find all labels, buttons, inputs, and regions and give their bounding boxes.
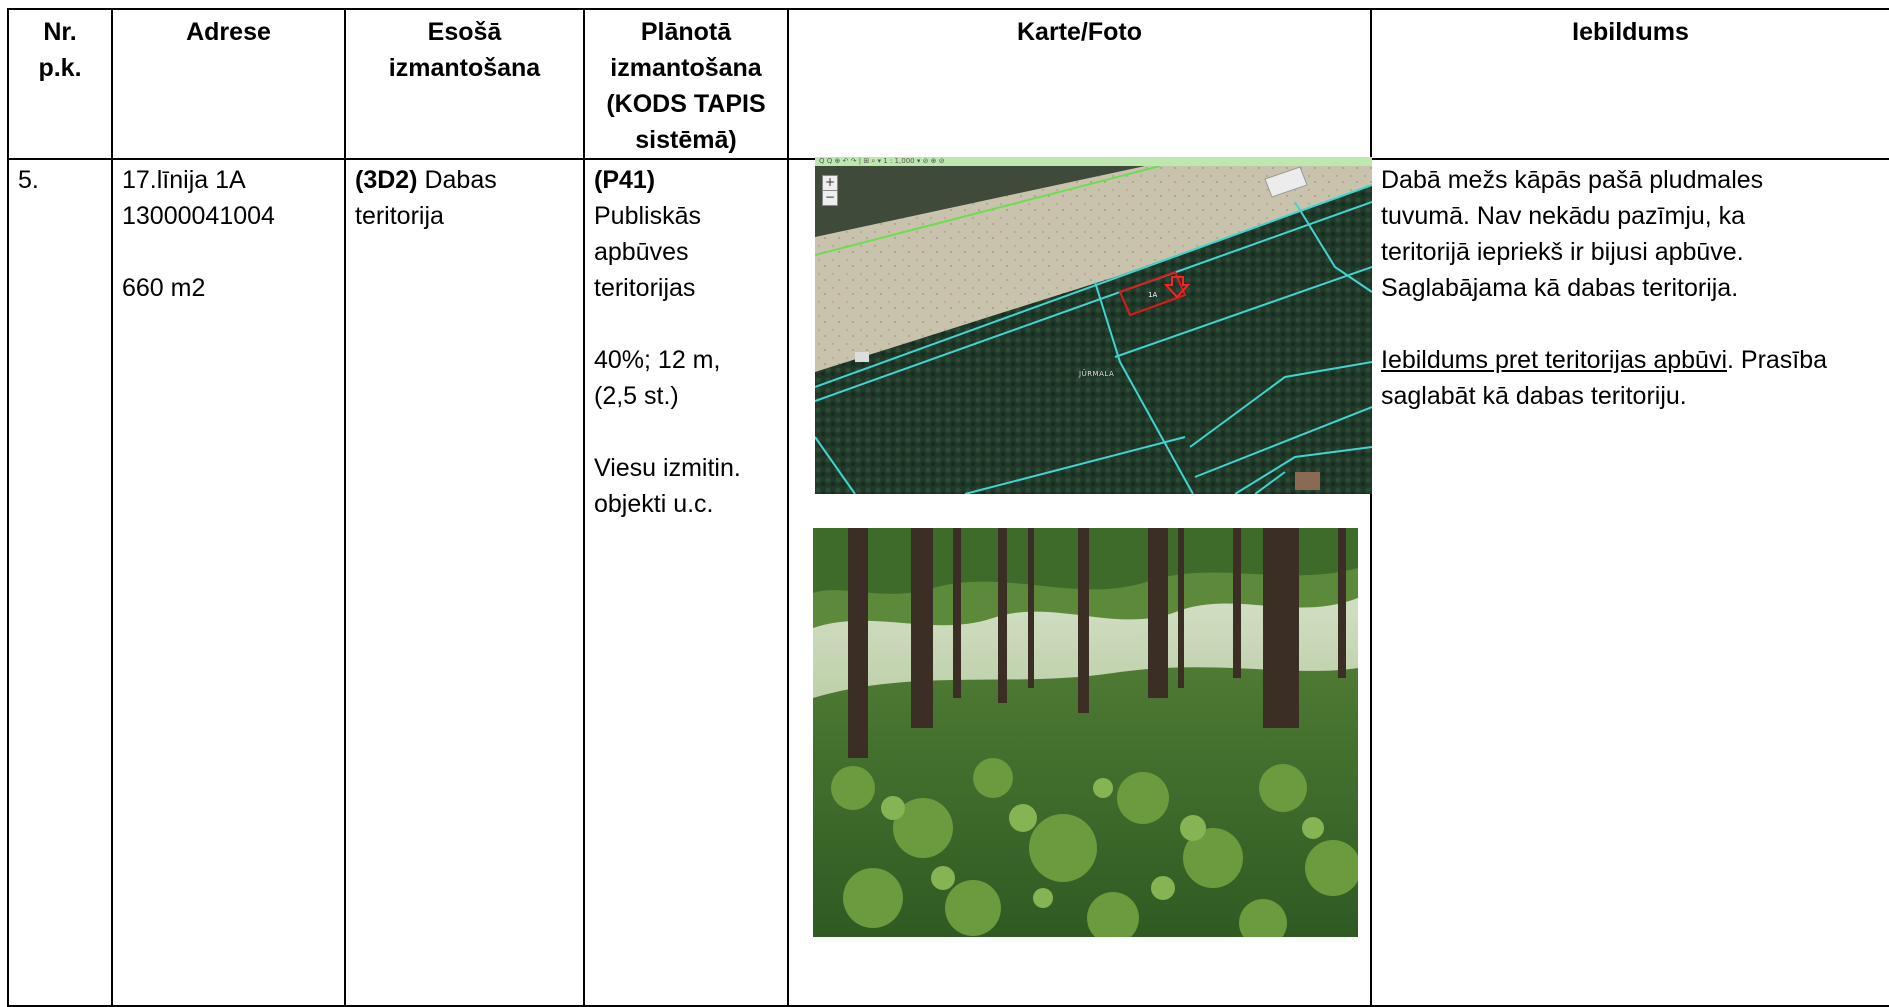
address: 17.līnija 1A (122, 166, 246, 194)
forest-photo (813, 528, 1358, 937)
cell-iebildums: Dabā mežs kāpās pašā pludmales tuvumā. N… (1370, 158, 1889, 1007)
parcel-label: 1A (1148, 291, 1157, 299)
zoom-out-button[interactable]: − (822, 190, 838, 206)
map-graphic: 1A (815, 157, 1372, 494)
planned-use-code: (P41) (594, 166, 656, 194)
map-place-label: JŪRMALA (1079, 370, 1115, 378)
cell-nr: 5. (7, 158, 113, 1007)
header-planota-izmantosana: Plānotā izmantošana (KODS TAPIS sistēmā) (583, 8, 789, 160)
forest-photo-graphic (813, 528, 1358, 937)
current-use-code: (3D2) (355, 166, 418, 194)
map-toolbar: Q Q ⊕ ↶ ↷ | ⊞ ⌕ ▾ 1 : 1,000 ▾ ⊘ ⊕ ⊘ (815, 157, 1372, 166)
header-esosa-izmantosana: Esošā izmantošana (344, 8, 585, 160)
header-adrese: Adrese (111, 8, 346, 160)
objection-statement: Iebildums pret teritorijas apbūvi (1381, 346, 1727, 374)
zoom-in-button[interactable]: + (822, 175, 838, 191)
cadastral-map-image: 1A Q Q ⊕ ↶ ↷ | ⊞ ⌕ ▾ 1 : 1,000 ▾ ⊘ ⊕ ⊘ +… (815, 157, 1372, 494)
header-iebildums: Iebildums (1370, 8, 1889, 160)
header-karte-foto: Karte/Foto (787, 8, 1372, 160)
header-row: Nr. p.k. Adrese Esošā izmantošana Plānot… (7, 8, 1889, 160)
cadastre-number: 13000041004 (122, 202, 275, 230)
cell-esosa: (3D2) Dabas teritorija (344, 158, 585, 1007)
cell-adrese: 17.līnija 1A 13000041004 660 m2 (111, 158, 346, 1007)
header-nr: Nr. p.k. (7, 8, 113, 160)
cell-planota: (P41) Publiskās apbūves teritorijas 40%;… (583, 158, 789, 1007)
parcel-area: 660 m2 (122, 274, 206, 302)
